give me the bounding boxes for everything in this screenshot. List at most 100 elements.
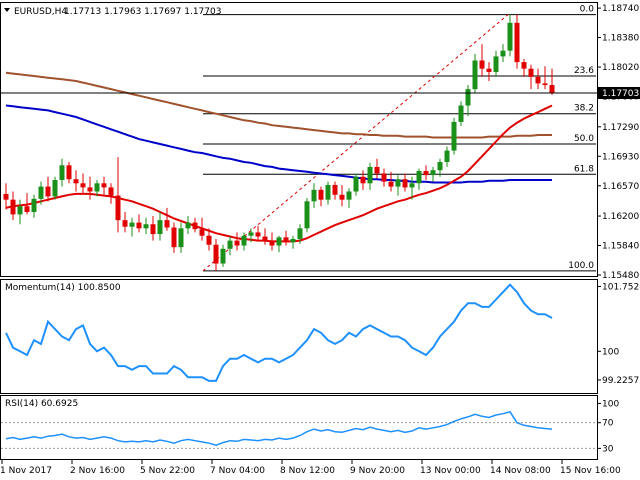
candle-body	[185, 222, 191, 229]
fib-level-label: 61.8	[574, 164, 594, 174]
candle-body	[528, 68, 534, 77]
candle-body	[17, 206, 23, 215]
candle-body	[297, 228, 303, 239]
current-price-tag: 1.17703	[0, 86, 640, 99]
price-tick-label: 1.16200	[602, 212, 639, 222]
candle-body	[52, 180, 58, 197]
candle-body	[129, 222, 135, 227]
time-tick-label: 15 Nov 16:00	[560, 466, 621, 476]
price-tick-label: 1.16930	[602, 152, 639, 162]
candle-body	[430, 170, 436, 176]
candle-body	[3, 193, 9, 200]
candle-body	[311, 189, 317, 202]
rsi-panel-frame	[0, 395, 598, 460]
candle-body	[269, 240, 275, 246]
candle-body	[143, 224, 149, 229]
time-tick-label: 13 Nov 00:00	[420, 466, 481, 476]
candle-body	[24, 206, 30, 212]
candle-body	[486, 68, 492, 72]
candle-body	[73, 179, 79, 184]
candle-body	[199, 229, 205, 236]
rsi-tick-label: 70	[602, 419, 614, 429]
candle-body	[283, 237, 289, 243]
candle-body	[444, 150, 450, 163]
candle-body	[87, 187, 93, 192]
candle-body	[346, 191, 352, 200]
momentum-line	[5, 283, 553, 382]
candle-body	[108, 187, 114, 196]
time-tick-label: 1 Nov 2017	[0, 466, 52, 476]
candle-body	[367, 166, 373, 184]
momentum-tick-label: 99.2257	[602, 376, 639, 386]
candle-body	[136, 222, 142, 229]
time-tick-label: 5 Nov 22:00	[140, 466, 195, 476]
candle-body	[388, 181, 394, 187]
momentum-indicator: 101.7528 100 99.2257	[5, 282, 640, 386]
rsi-tick-label: 30	[602, 444, 614, 454]
fibonacci-levels: 0.0 23.6 38.2 50.0 61.8 100.0	[202, 5, 596, 272]
candle-body	[38, 186, 44, 199]
candle-body	[157, 220, 163, 235]
candle-body	[507, 22, 513, 51]
candle-body	[437, 162, 443, 171]
fib-level-label: 0.0	[580, 5, 595, 15]
moving-average-line	[5, 104, 552, 184]
dropdown-triangle-icon[interactable]	[4, 8, 10, 12]
fib-level-label: 23.6	[574, 66, 594, 76]
momentum-tick-label: 101.7528	[602, 282, 640, 292]
candle-body	[332, 184, 338, 195]
candle-body	[122, 220, 128, 227]
candle-body	[304, 201, 310, 229]
price-tick-label: 1.15480	[602, 271, 639, 281]
rsi-tick-label: 100	[602, 399, 619, 409]
candle-body	[66, 165, 72, 180]
candle-body	[409, 183, 415, 188]
fib-trend-line	[202, 14, 509, 272]
momentum-panel-frame	[0, 279, 598, 394]
candle-body	[402, 179, 408, 188]
fib-level-label: 38.2	[574, 104, 594, 114]
candle-body	[353, 176, 359, 192]
momentum-title: Momentum(14) 100.8500	[5, 283, 121, 293]
current-price-box	[598, 86, 640, 99]
candle-body	[255, 232, 261, 237]
candle-body	[549, 85, 555, 94]
candle-body	[451, 121, 457, 151]
candle-body	[171, 227, 177, 248]
candle-body	[206, 235, 212, 245]
candle-body	[360, 176, 366, 184]
candle-body	[178, 228, 184, 248]
candle-body	[325, 184, 331, 200]
candle-body	[45, 186, 51, 197]
rsi-line	[5, 410, 553, 446]
candle-body	[227, 240, 233, 249]
candle-body	[115, 195, 121, 221]
price-axis: 1.187401.183801.180201.176601.172901.169…	[597, 4, 639, 281]
candle-body	[542, 83, 548, 86]
price-tick-label: 1.18020	[602, 63, 639, 73]
rsi-indicator: 100 70 30	[1, 399, 619, 454]
time-axis: 1 Nov 2017 2 Nov 16:00 5 Nov 22:00 7 Nov 04…	[0, 460, 621, 476]
candle-body	[262, 236, 268, 241]
candle-body	[213, 244, 219, 264]
candlesticks	[3, 14, 555, 271]
momentum-tick-label: 100	[602, 347, 619, 357]
ohlc-label: 1.17713 1.17963 1.17697 1.17703	[64, 7, 221, 17]
candle-body	[339, 194, 345, 200]
candle-body	[381, 173, 387, 182]
candle-body	[521, 62, 527, 69]
time-tick-label: 14 Nov 08:00	[490, 466, 551, 476]
candle-body	[290, 238, 296, 243]
candle-body	[192, 222, 198, 230]
candle-body	[31, 198, 37, 212]
candle-body	[423, 171, 429, 176]
candle-body	[220, 248, 226, 264]
candle-body	[59, 165, 65, 181]
price-tick-label: 1.18740	[602, 4, 639, 14]
price-tick-label: 1.16570	[602, 182, 639, 192]
candle-body	[150, 224, 156, 235]
candle-body	[465, 89, 471, 106]
candle-body	[276, 237, 282, 246]
candle-body	[164, 220, 170, 228]
